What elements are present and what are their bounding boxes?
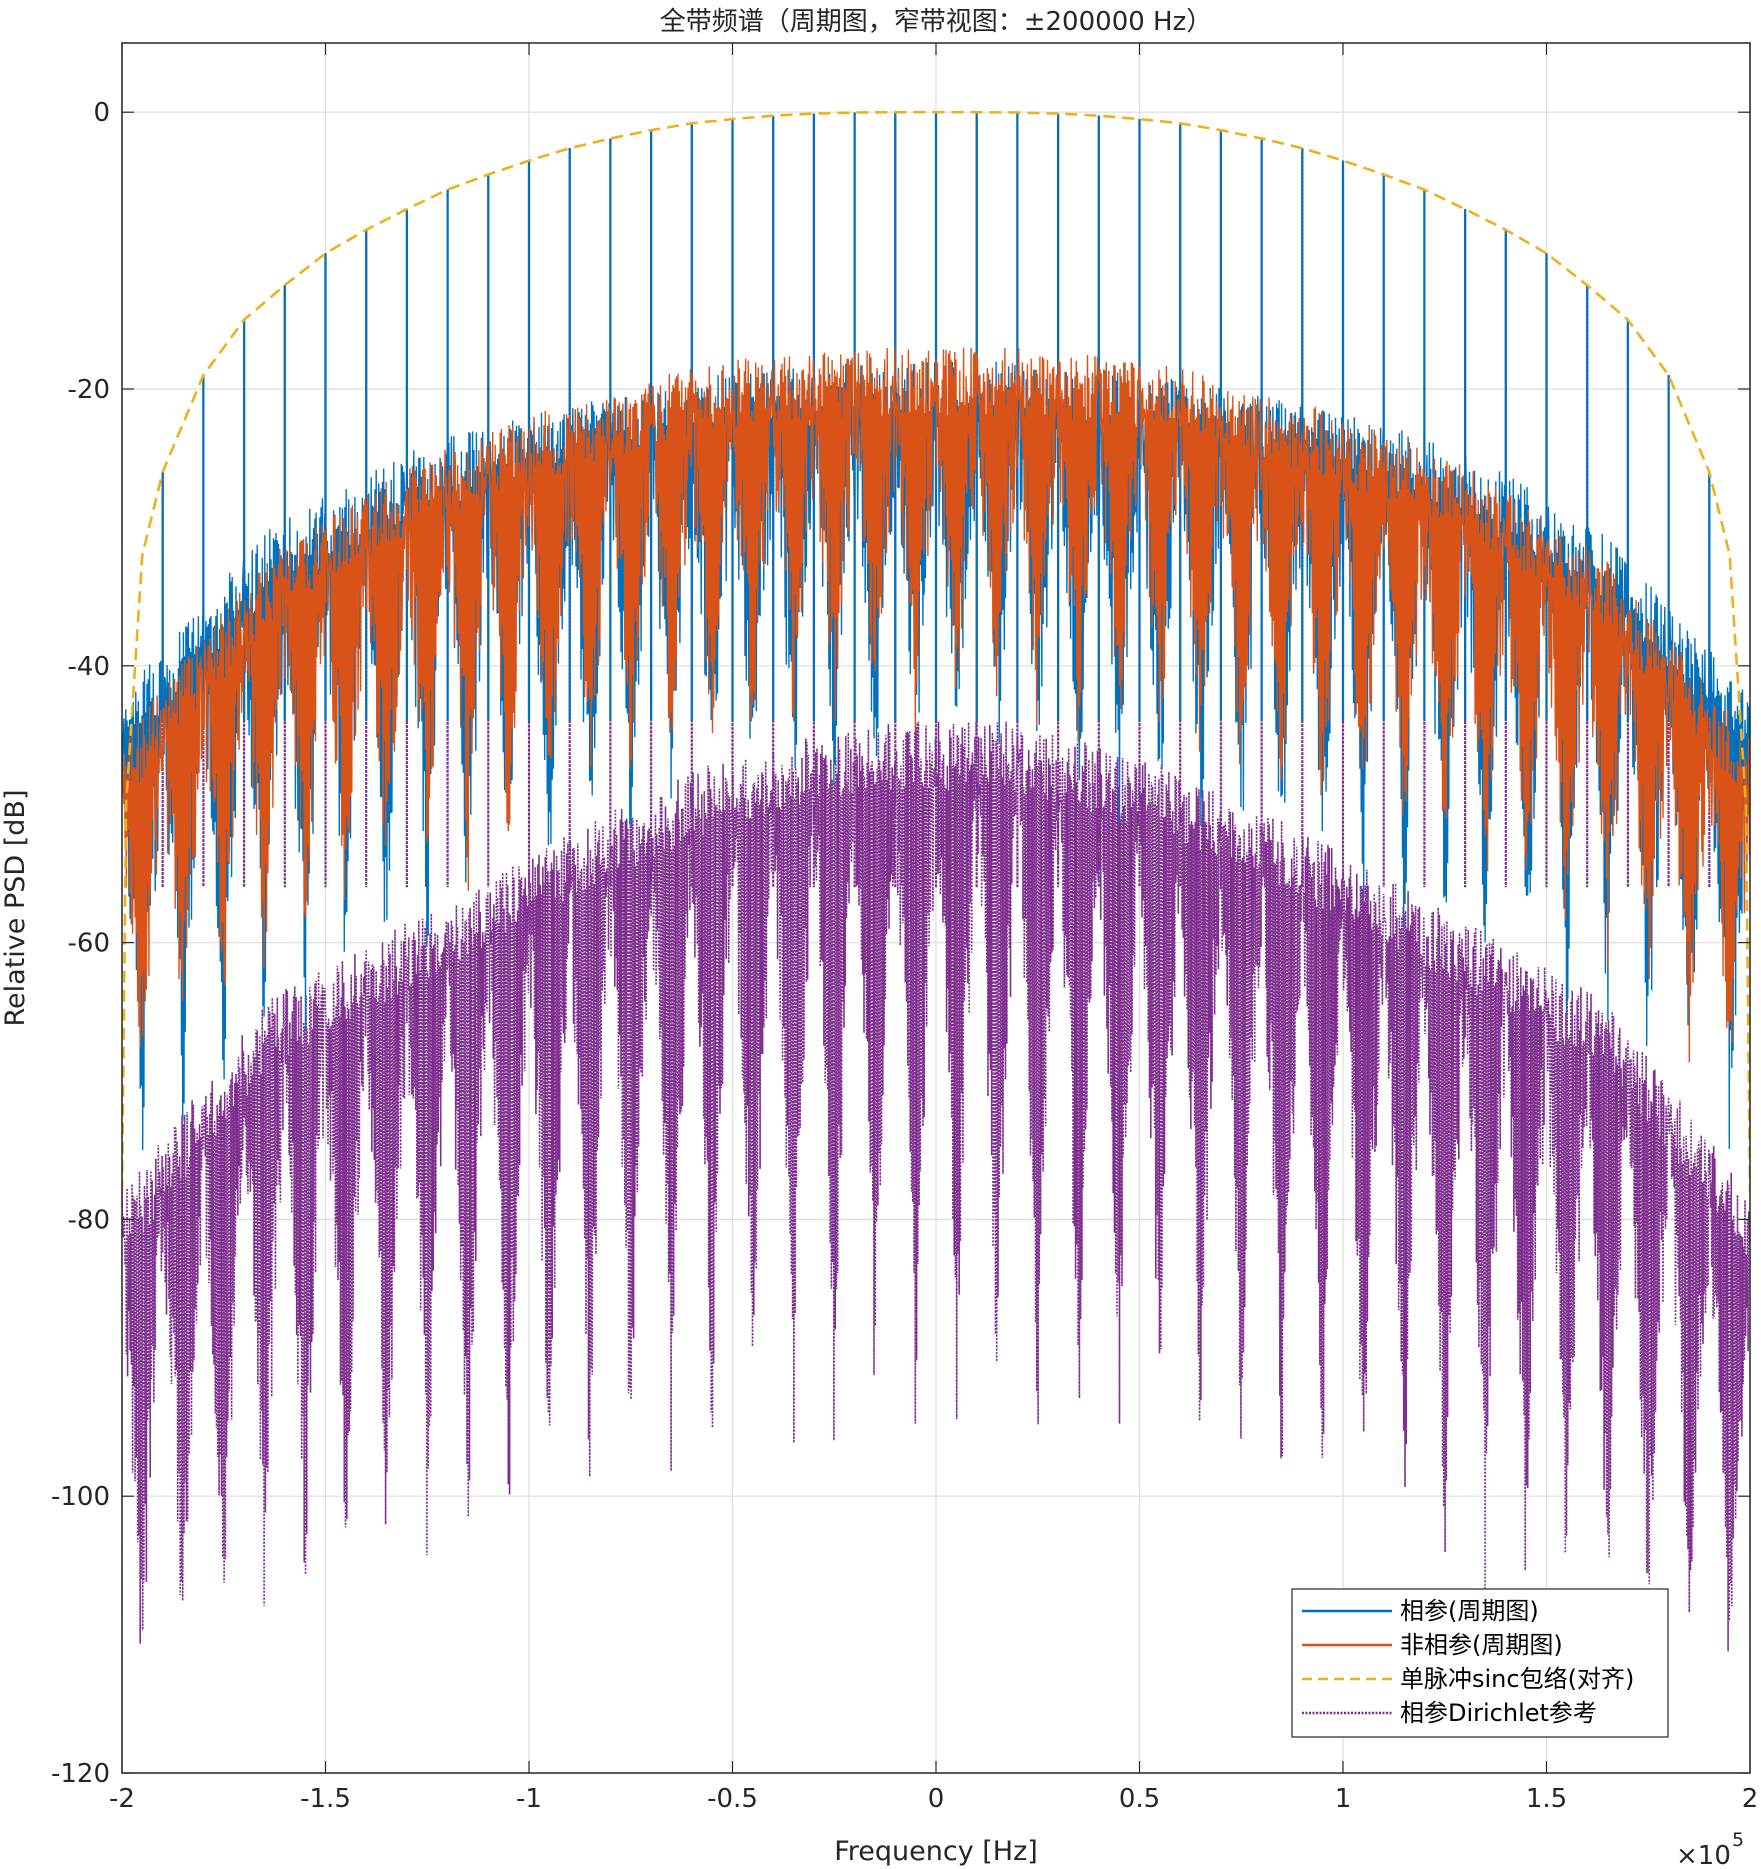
x-exponent: ×10 5 bbox=[1676, 1829, 1744, 1869]
x-exponent-power: 5 bbox=[1732, 1829, 1744, 1851]
y-axis: 0 -20 -40 -60 -80 -100 -120 bbox=[51, 98, 1750, 1789]
legend-label-1: 非相参(周期图) bbox=[1400, 1631, 1563, 1659]
series-3-line bbox=[122, 721, 1750, 1652]
x-tick-label: 1 bbox=[1335, 1784, 1352, 1814]
y-tick-label: -80 bbox=[68, 1205, 110, 1235]
x-tick-label: 1.5 bbox=[1526, 1784, 1567, 1814]
legend-label-3: 相参Dirichlet参考 bbox=[1400, 1699, 1597, 1727]
series-1-line bbox=[122, 347, 1750, 1063]
chart-title: 全带频谱（周期图，窄带视图：±200000 Hz） bbox=[660, 7, 1213, 37]
y-axis-label: Relative PSD [dB] bbox=[0, 790, 31, 1027]
x-exponent-base: ×10 bbox=[1676, 1841, 1731, 1869]
x-tick-label: 0 bbox=[928, 1784, 945, 1814]
y-tick-label: -120 bbox=[51, 1759, 110, 1789]
series-layer bbox=[122, 110, 1750, 1652]
legend-label-2: 单脉冲sinc包络(对齐) bbox=[1400, 1665, 1634, 1693]
x-tick-label: 2 bbox=[1742, 1784, 1759, 1814]
legend: 相参(周期图) 非相参(周期图) 单脉冲sinc包络(对齐) 相参Dirichlet参… bbox=[1291, 1588, 1669, 1738]
x-axis-label: Frequency [Hz] bbox=[834, 1836, 1038, 1867]
y-tick-label: -100 bbox=[51, 1482, 110, 1512]
y-tick-label: -40 bbox=[68, 652, 110, 682]
x-tick-label: 0.5 bbox=[1119, 1784, 1160, 1814]
legend-label-0: 相参(周期图) bbox=[1400, 1597, 1539, 1625]
x-tick-label: -1.5 bbox=[300, 1784, 351, 1814]
y-tick-label: -60 bbox=[68, 929, 110, 959]
y-tick-label: 0 bbox=[93, 98, 110, 128]
x-tick-label: -1 bbox=[516, 1784, 542, 1814]
x-axis: -2 -1.5 -1 -0.5 0 0.5 1 1.5 2 bbox=[109, 43, 1758, 1814]
x-tick-label: -0.5 bbox=[707, 1784, 758, 1814]
y-tick-label: -20 bbox=[68, 375, 110, 405]
series-2-line bbox=[122, 110, 1750, 1192]
x-tick-label: -2 bbox=[109, 1784, 135, 1814]
